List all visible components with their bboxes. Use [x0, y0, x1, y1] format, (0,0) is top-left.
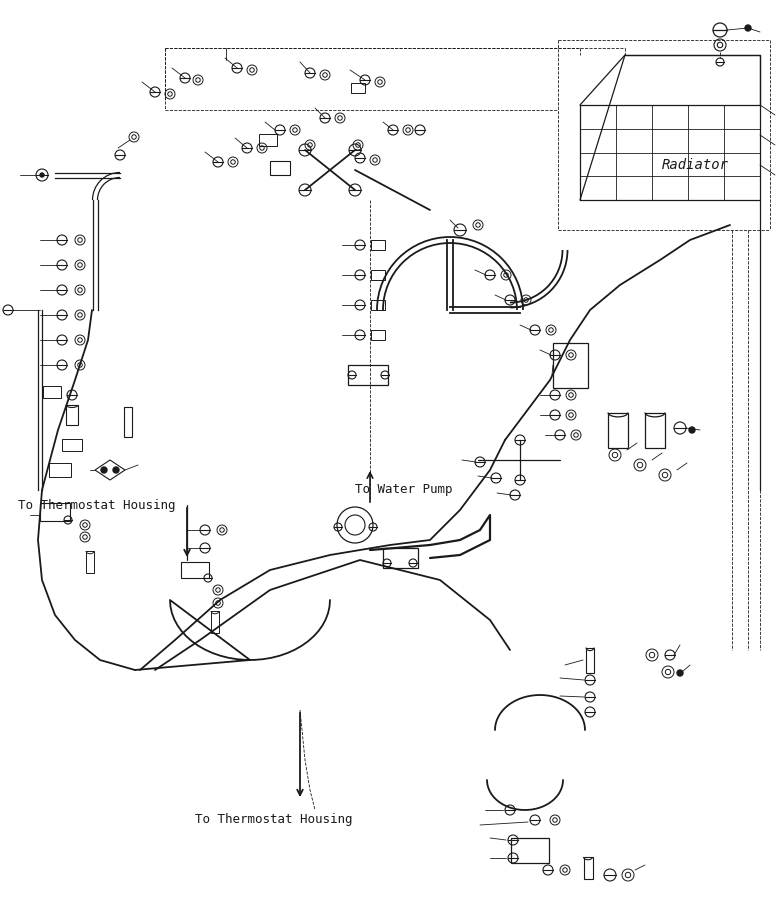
Bar [371, 270, 385, 280]
Bar [62, 439, 82, 451]
Circle shape [40, 173, 44, 177]
Bar [351, 83, 365, 93]
Bar [259, 134, 277, 146]
Bar [43, 386, 61, 398]
Bar [371, 240, 385, 250]
Bar [645, 413, 665, 448]
Bar [66, 405, 78, 425]
Bar [382, 548, 418, 568]
Text: To Water Pump: To Water Pump [355, 483, 453, 496]
Circle shape [745, 25, 751, 31]
Bar [553, 343, 587, 388]
Circle shape [113, 467, 119, 473]
Bar [583, 857, 593, 879]
Bar [211, 611, 219, 633]
Text: To Thermostat Housing: To Thermostat Housing [18, 498, 175, 512]
Bar [86, 551, 94, 573]
Circle shape [101, 467, 107, 473]
Bar [49, 463, 71, 477]
Bar [270, 161, 290, 175]
Bar [586, 648, 594, 673]
Bar [40, 503, 70, 521]
Bar [608, 413, 628, 448]
Text: To Thermostat Housing: To Thermostat Housing [195, 813, 353, 826]
Bar [371, 300, 385, 310]
Circle shape [677, 670, 683, 676]
Circle shape [689, 427, 695, 433]
Text: Radiator: Radiator [662, 158, 729, 172]
Bar [348, 365, 388, 385]
Bar [371, 330, 385, 340]
Bar [181, 562, 209, 578]
Bar [124, 407, 132, 437]
Bar [511, 837, 549, 863]
